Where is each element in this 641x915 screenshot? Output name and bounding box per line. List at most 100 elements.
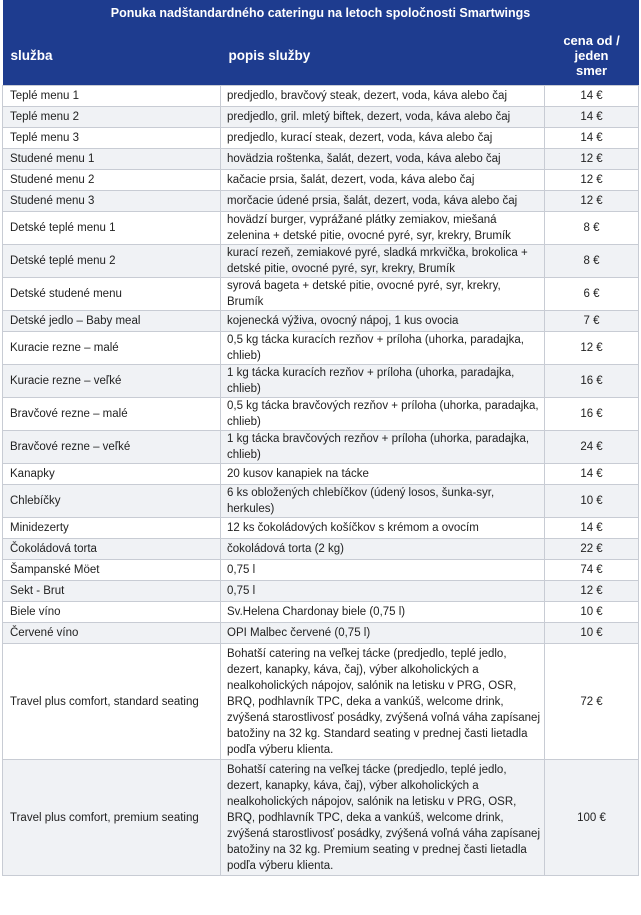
service-cell: Studené menu 2 bbox=[2, 169, 221, 191]
price-cell: 12 € bbox=[543, 580, 640, 602]
table-row: Bravčové rezne – veľké 1 kg tácka bravčov… bbox=[2, 430, 640, 464]
service-cell: Teplé menu 2 bbox=[2, 106, 221, 128]
price-cell: 16 € bbox=[543, 397, 640, 431]
price-cell: 14 € bbox=[543, 106, 640, 128]
description-cell: 6 ks obložených chlebíčkov (údený losos,… bbox=[220, 484, 545, 518]
title-row: Ponuka nadštandardného cateringu na leto… bbox=[2, 0, 639, 25]
service-cell: Teplé menu 1 bbox=[2, 85, 221, 107]
description-cell: 20 kusov kanapiek na tácke bbox=[220, 463, 545, 485]
column-header-description: popis služby bbox=[220, 25, 545, 86]
service-cell: Červené víno bbox=[2, 622, 221, 644]
table-row: Studené menu 2 kačacie prsia, šalát, deze… bbox=[2, 169, 640, 191]
table-row: Detské teplé menu 1 hovädzí burger, vyprá… bbox=[2, 211, 640, 245]
table-row: Chlebíčky 6 ks obložených chlebíčkov (úde… bbox=[2, 484, 640, 518]
table-row: Biele víno Sv.Helena Chardonay biele (0,7… bbox=[2, 601, 640, 623]
price-cell: 8 € bbox=[543, 244, 640, 278]
description-cell: Bohatší catering na veľkej tácke (predje… bbox=[220, 643, 545, 760]
column-header-price: cena od / jeden smer bbox=[544, 25, 639, 86]
description-cell: 0,5 kg tácka kuracích rezňov + príloha (… bbox=[220, 331, 545, 365]
description-cell: predjedlo, kurací steak, dezert, voda, k… bbox=[220, 127, 545, 149]
description-cell: Sv.Helena Chardonay biele (0,75 l) bbox=[220, 601, 545, 623]
price-header-line: cena od / bbox=[563, 32, 620, 48]
price-cell: 14 € bbox=[543, 85, 640, 107]
service-cell: Bravčové rezne – malé bbox=[2, 397, 221, 431]
price-header-line: smer bbox=[575, 62, 608, 78]
description-cell: Bohatší catering na veľkej tácke (predje… bbox=[220, 759, 545, 876]
description-cell: 12 ks čokoládových košíčkov s krémom a o… bbox=[220, 517, 545, 539]
price-cell: 14 € bbox=[543, 127, 640, 149]
table-row: Čokoládová torta čokoládová torta (2 kg) 2… bbox=[2, 538, 640, 560]
price-cell: 10 € bbox=[543, 622, 640, 644]
table-row: Teplé menu 1 predjedlo, bravčový steak, d… bbox=[2, 85, 640, 107]
description-cell: kurací rezeň, zemiakové pyré, sladká mrk… bbox=[220, 244, 545, 278]
description-cell: 0,5 kg tácka bravčových rezňov + príloha… bbox=[220, 397, 545, 431]
table-row: Detské teplé menu 2 kurací rezeň, zemiako… bbox=[2, 244, 640, 278]
description-cell: 0,75 l bbox=[220, 580, 545, 602]
service-cell: Chlebíčky bbox=[2, 484, 221, 518]
price-cell: 24 € bbox=[543, 430, 640, 464]
description-cell: 1 kg tácka bravčových rezňov + príloha (… bbox=[220, 430, 545, 464]
price-cell: 10 € bbox=[543, 484, 640, 518]
description-cell: predjedlo, bravčový steak, dezert, voda,… bbox=[220, 85, 545, 107]
service-cell: Šampanské Möet bbox=[2, 559, 221, 581]
description-cell: predjedlo, gril. mletý biftek, dezert, v… bbox=[220, 106, 545, 128]
table-title: Ponuka nadštandardného cateringu na leto… bbox=[2, 0, 639, 25]
table-row: Travel plus comfort, standard seating Boh… bbox=[2, 643, 640, 760]
price-cell: 72 € bbox=[543, 643, 640, 760]
service-cell: Detské jedlo – Baby meal bbox=[2, 310, 221, 332]
description-cell: čokoládová torta (2 kg) bbox=[220, 538, 545, 560]
price-header-line: jeden bbox=[574, 47, 609, 63]
table-row: Minidezerty 12 ks čokoládových košíčkov s… bbox=[2, 517, 640, 539]
service-cell: Bravčové rezne – veľké bbox=[2, 430, 221, 464]
header-row: služba popis služby cena od / jeden smer bbox=[2, 25, 639, 86]
description-cell: 1 kg tácka kuracích rezňov + príloha (uh… bbox=[220, 364, 545, 398]
price-cell: 12 € bbox=[543, 190, 640, 212]
service-cell: Travel plus comfort, premium seating bbox=[2, 759, 221, 876]
service-cell: Biele víno bbox=[2, 601, 221, 623]
table-row: Kanapky 20 kusov kanapiek na tácke 14 € bbox=[2, 463, 640, 485]
service-cell: Kuracie rezne – veľké bbox=[2, 364, 221, 398]
price-cell: 22 € bbox=[543, 538, 640, 560]
table-row: Detské jedlo – Baby meal kojenecká výživa… bbox=[2, 310, 640, 332]
description-cell: OPI Malbec červené (0,75 l) bbox=[220, 622, 545, 644]
column-header-service: služba bbox=[2, 25, 221, 86]
table-row: Kuracie rezne – veľké 1 kg tácka kuracích… bbox=[2, 364, 640, 398]
description-cell: kačacie prsia, šalát, dezert, voda, káva… bbox=[220, 169, 545, 191]
price-cell: 10 € bbox=[543, 601, 640, 623]
description-cell: 0,75 l bbox=[220, 559, 545, 581]
table-row: Teplé menu 2 predjedlo, gril. mletý bifte… bbox=[2, 106, 640, 128]
service-cell: Studené menu 1 bbox=[2, 148, 221, 170]
price-cell: 100 € bbox=[543, 759, 640, 876]
service-cell: Detské teplé menu 2 bbox=[2, 244, 221, 278]
service-cell: Sekt - Brut bbox=[2, 580, 221, 602]
service-cell: Travel plus comfort, standard seating bbox=[2, 643, 221, 760]
table-row: Kuracie rezne – malé 0,5 kg tácka kuracíc… bbox=[2, 331, 640, 365]
price-cell: 12 € bbox=[543, 148, 640, 170]
price-cell: 14 € bbox=[543, 517, 640, 539]
service-cell: Kanapky bbox=[2, 463, 221, 485]
price-cell: 7 € bbox=[543, 310, 640, 332]
price-cell: 74 € bbox=[543, 559, 640, 581]
service-cell: Minidezerty bbox=[2, 517, 221, 539]
price-cell: 12 € bbox=[543, 169, 640, 191]
table-row: Bravčové rezne – malé 0,5 kg tácka bravčo… bbox=[2, 397, 640, 431]
table-row: Sekt - Brut 0,75 l 12 € bbox=[2, 580, 640, 602]
description-cell: morčacie údené prsia, šalát, dezert, vod… bbox=[220, 190, 545, 212]
service-cell: Čokoládová torta bbox=[2, 538, 221, 560]
service-cell: Kuracie rezne – malé bbox=[2, 331, 221, 365]
price-cell: 12 € bbox=[543, 331, 640, 365]
table-row: Šampanské Möet 0,75 l 74 € bbox=[2, 559, 640, 581]
table-row: Studené menu 1 hovädzia roštenka, šalát, … bbox=[2, 148, 640, 170]
table-row: Travel plus comfort, premium seating Boha… bbox=[2, 759, 640, 876]
catering-table: Ponuka nadštandardného cateringu na leto… bbox=[2, 0, 640, 876]
table-row: Teplé menu 3 predjedlo, kurací steak, dez… bbox=[2, 127, 640, 149]
table-row: Studené menu 3 morčacie údené prsia, šalá… bbox=[2, 190, 640, 212]
price-cell: 8 € bbox=[543, 211, 640, 245]
description-cell: kojenecká výživa, ovocný nápoj, 1 kus ov… bbox=[220, 310, 545, 332]
description-cell: hovädzia roštenka, šalát, dezert, voda, … bbox=[220, 148, 545, 170]
table-row: Červené víno OPI Malbec červené (0,75 l) 1… bbox=[2, 622, 640, 644]
price-cell: 14 € bbox=[543, 463, 640, 485]
service-cell: Teplé menu 3 bbox=[2, 127, 221, 149]
service-cell: Detské teplé menu 1 bbox=[2, 211, 221, 245]
